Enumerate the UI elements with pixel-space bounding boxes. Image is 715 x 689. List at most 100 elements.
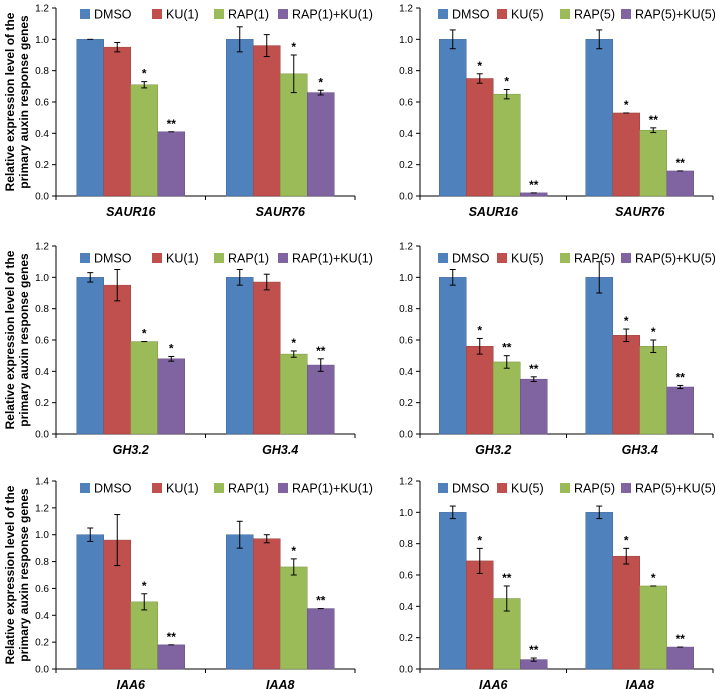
legend-swatch-dmso	[80, 483, 90, 493]
bar-rap-saur16	[493, 93, 521, 197]
significance-mark: *	[291, 40, 296, 54]
y-tick-label: 0.4	[399, 129, 413, 140]
y-tick-label: 0.4	[35, 129, 49, 140]
bar-dmso-saur16	[439, 39, 467, 197]
bar-dmso-saur76	[226, 39, 254, 197]
significance-mark: **	[167, 630, 177, 644]
y-tick-label: 1.2	[399, 4, 413, 15]
y-tick-label: 1.2	[35, 503, 49, 514]
y-tick-label: 0.8	[35, 304, 49, 315]
y-tick-label: 0.2	[35, 160, 49, 171]
legend-swatch-dmso	[80, 9, 90, 19]
legend-swatch-rapku	[621, 253, 631, 263]
y-tick-label: 1.2	[35, 4, 49, 15]
bar-rapku-iaa8	[307, 608, 335, 670]
legend-swatch-rapku	[278, 483, 288, 493]
significance-mark: *	[142, 327, 147, 341]
bar-rapku-gh34	[666, 386, 694, 435]
bar-dmso-iaa6	[76, 534, 104, 670]
bar-rapku-saur76	[307, 92, 335, 197]
legend-swatch-rap	[214, 483, 224, 493]
category-label: SAUR16	[106, 205, 156, 219]
bar-ku-iaa8	[612, 555, 640, 670]
bar-rap-gh34	[639, 346, 667, 435]
significance-mark: *	[477, 323, 482, 337]
legend-swatch-rap	[560, 9, 570, 19]
legend-label: DMSO	[94, 8, 132, 22]
significance-mark: *	[291, 544, 296, 558]
bar-ku-iaa8	[253, 538, 281, 670]
legend-swatch-dmso	[438, 9, 448, 19]
bar-ku-gh34	[612, 335, 640, 435]
legend-swatch-rap	[214, 253, 224, 263]
chart-panel-6: 0.00.20.40.60.81.01.2*****IAA6****IAA8DM…	[399, 477, 715, 689]
y-tick-label: 0.0	[399, 665, 413, 676]
legend-swatch-ku	[152, 9, 162, 19]
bar-rapku-gh32	[157, 358, 185, 435]
category-label: GH3.4	[622, 443, 658, 457]
legend-label: DMSO	[94, 482, 132, 496]
y-tick-label: 0.6	[35, 336, 49, 347]
legend-label: RAP(1)+KU(1)	[292, 252, 373, 266]
legend-label: RAP(5)+KU(5)	[635, 252, 715, 266]
legend-swatch-ku	[497, 483, 507, 493]
y-tick-label: 0.0	[399, 430, 413, 441]
bar-rapku-gh34	[307, 364, 335, 435]
y-tick-label: 0.6	[399, 336, 413, 347]
legend-label: RAP(5)+KU(5)	[635, 482, 715, 496]
legend-swatch-rap	[560, 483, 570, 493]
category-label: SAUR76	[256, 205, 306, 219]
category-label: IAA6	[479, 678, 509, 689]
bar-dmso-iaa8	[226, 534, 254, 670]
y-tick-label: 1.0	[399, 508, 413, 519]
category-label: GH3.2	[475, 443, 511, 457]
significance-mark: **	[676, 156, 686, 170]
y-tick-label: 0.0	[35, 665, 49, 676]
bar-rap-gh32	[493, 361, 521, 435]
legend-swatch-rapku	[278, 9, 288, 19]
y-tick-label: 0.2	[399, 160, 413, 171]
bar-dmso-gh34	[226, 277, 254, 435]
significance-mark: *	[318, 75, 323, 89]
y-tick-label: 0.6	[399, 98, 413, 109]
legend-swatch-dmso	[438, 253, 448, 263]
y-tick-label: 0.2	[35, 638, 49, 649]
legend-label: RAP(1)	[228, 482, 269, 496]
legend-label: DMSO	[94, 252, 132, 266]
bar-ku-saur16	[103, 46, 131, 197]
y-tick-label: 0.0	[35, 192, 49, 203]
y-axis-label: Relative expression level of the primary …	[3, 12, 31, 191]
y-tick-label: 0.4	[35, 367, 49, 378]
chart-panel-2: 0.00.20.40.60.81.01.2****SAUR16*****SAUR…	[399, 4, 715, 220]
bar-rap-gh32	[130, 341, 158, 435]
y-tick-label: 0.2	[399, 633, 413, 644]
y-tick-label: 0.8	[399, 539, 413, 550]
y-tick-label: 0.8	[399, 66, 413, 77]
significance-mark: **	[316, 344, 326, 358]
y-axis-label-line1: Relative expression level of the	[3, 250, 17, 429]
significance-mark: **	[529, 362, 539, 376]
bar-dmso-iaa8	[585, 512, 613, 670]
legend-swatch-rapku	[278, 253, 288, 263]
legend-label: RAP(5)	[574, 252, 615, 266]
significance-mark: *	[291, 336, 296, 350]
y-axis-label-line2: primary auxin response genes	[17, 488, 31, 662]
bar-ku-saur16	[466, 78, 494, 197]
y-tick-label: 1.0	[399, 273, 413, 284]
bar-dmso-gh32	[76, 277, 104, 435]
significance-mark: **	[529, 178, 539, 192]
y-tick-label: 0.6	[35, 584, 49, 595]
y-tick-label: 0.2	[35, 398, 49, 409]
legend-swatch-dmso	[80, 253, 90, 263]
legend-swatch-ku	[497, 9, 507, 19]
significance-mark: *	[477, 533, 482, 547]
bar-ku-gh32	[103, 284, 131, 435]
bar-rap-iaa8	[280, 566, 308, 670]
bar-dmso-saur76	[585, 39, 613, 197]
legend-swatch-ku	[497, 253, 507, 263]
chart-panel-1: 0.00.20.40.60.81.01.2***SAUR16**SAUR76DM…	[3, 4, 373, 220]
legend-label: RAP(5)	[574, 8, 615, 22]
category-label: IAA8	[266, 678, 295, 689]
bar-rapku-saur16	[157, 131, 185, 197]
bar-rap-iaa6	[130, 601, 158, 670]
